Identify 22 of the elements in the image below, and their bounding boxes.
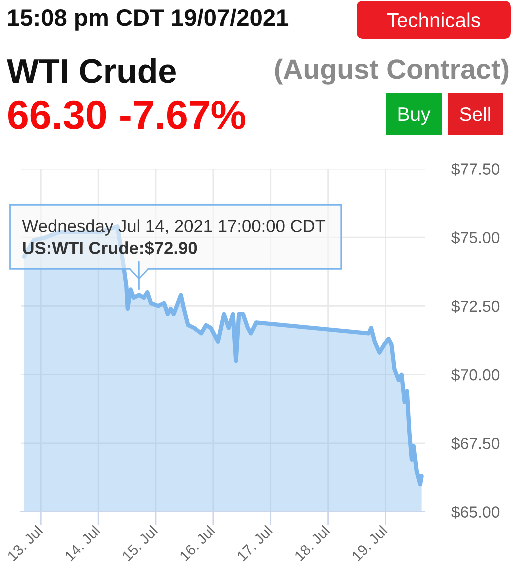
y-tick-label: $65.00 <box>452 506 500 519</box>
x-tick-label: 14. Jul <box>64 525 101 562</box>
x-tick-label: 18. Jul <box>294 525 330 562</box>
x-tick-label: 17. Jul <box>236 525 273 562</box>
chart-subtitle: (August Contract) <box>275 58 509 85</box>
y-tick-label: $77.50 <box>452 162 500 176</box>
annotation: US:WTI Crude:$72.90 <box>23 241 198 256</box>
x-tick-label: 15. Jul <box>122 525 158 562</box>
text: 15:08 pm CDT 19/07/2021 <box>8 8 289 31</box>
x-tick-label: 16. Jul <box>179 525 216 562</box>
y-tick-label: $67.50 <box>452 437 500 450</box>
x-tick-label: 19. Jul <box>351 525 388 562</box>
chart-title: WTI Crude <box>7 58 176 84</box>
annotation: Wednesday Jul 14, 2021 17:00:00 CDT <box>22 220 326 236</box>
y-tick-label: $70.00 <box>452 368 500 382</box>
text: Technicals <box>387 12 480 28</box>
text: Buy <box>398 108 431 126</box>
text: 66.30 -7.67% <box>8 100 246 130</box>
text: Sell <box>460 106 490 122</box>
x-tick-label: 13. Jul <box>6 525 44 562</box>
y-tick-label: $75.00 <box>452 232 500 244</box>
y-tick-label: $72.50 <box>452 300 500 314</box>
